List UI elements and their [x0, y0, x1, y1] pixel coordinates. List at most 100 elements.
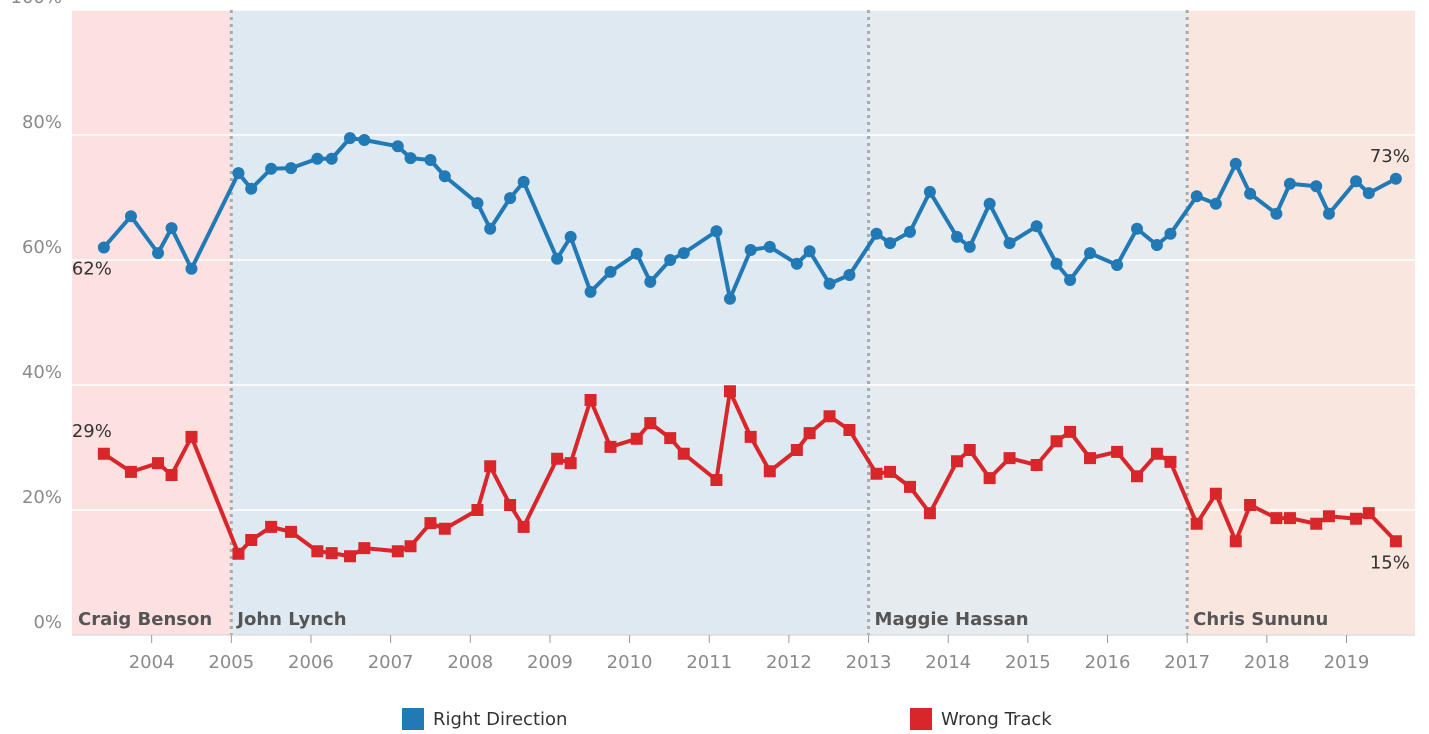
point	[245, 182, 258, 195]
value-label: 15%	[1370, 552, 1410, 573]
point	[404, 152, 417, 165]
governor-band	[1187, 10, 1415, 635]
point	[1362, 187, 1375, 200]
point	[1190, 190, 1203, 203]
point	[1003, 452, 1016, 465]
x-tick-label: 2017	[1164, 652, 1210, 673]
point	[843, 424, 856, 436]
series-line	[102, 136, 1397, 301]
point	[551, 452, 564, 465]
y-tick-label: 80%	[22, 112, 62, 133]
point	[644, 275, 657, 288]
point	[391, 140, 404, 153]
point	[1229, 157, 1242, 170]
x-tick-label: 2005	[208, 652, 254, 673]
point	[265, 162, 278, 175]
point	[564, 457, 577, 470]
point	[1350, 175, 1363, 188]
point	[1310, 180, 1323, 193]
point	[1190, 517, 1203, 530]
point	[843, 269, 856, 281]
point	[325, 152, 338, 165]
point	[870, 227, 883, 240]
point	[630, 432, 643, 445]
x-tick-label: 2016	[1085, 652, 1131, 673]
point	[1229, 535, 1242, 548]
point	[1209, 197, 1222, 210]
point	[1003, 237, 1016, 250]
series-line	[102, 389, 1398, 559]
legend-label: Wrong Track	[941, 709, 1052, 730]
point	[1322, 510, 1335, 523]
point	[1362, 507, 1375, 520]
y-tick-label: 20%	[22, 487, 62, 508]
point	[903, 225, 916, 238]
point	[1150, 447, 1163, 460]
x-tick-label: 2013	[846, 652, 892, 673]
point	[963, 240, 976, 253]
legend-swatch	[402, 708, 424, 730]
point	[903, 480, 916, 493]
point	[1283, 177, 1296, 190]
point	[584, 285, 597, 298]
point	[484, 222, 497, 235]
point	[424, 517, 437, 530]
point	[551, 252, 564, 265]
point	[823, 410, 836, 423]
point	[1389, 172, 1402, 185]
point	[744, 430, 757, 443]
point	[884, 237, 897, 250]
point	[438, 522, 451, 535]
point	[1283, 512, 1296, 525]
point	[245, 534, 258, 546]
point	[152, 457, 165, 470]
x-tick-label: 2015	[1005, 652, 1051, 673]
point	[311, 545, 324, 558]
point	[471, 504, 484, 516]
governor-band	[868, 10, 1188, 635]
point	[1209, 487, 1222, 500]
point	[790, 444, 803, 456]
point	[1350, 512, 1363, 525]
point	[1164, 455, 1177, 468]
x-tick-label: 2004	[129, 652, 175, 673]
x-tick-label: 2014	[925, 652, 971, 673]
point	[604, 265, 617, 278]
point	[343, 132, 356, 145]
point	[343, 550, 356, 563]
point	[923, 185, 936, 198]
point	[424, 154, 437, 166]
point	[471, 197, 484, 210]
x-tick-label: 2012	[766, 652, 812, 673]
y-tick-label: 0%	[33, 612, 62, 633]
y-tick-label: 60%	[22, 237, 62, 258]
point	[664, 432, 677, 445]
point	[803, 427, 816, 440]
point	[1111, 259, 1124, 271]
point	[325, 547, 338, 560]
point	[285, 525, 298, 538]
point	[1030, 220, 1043, 233]
point	[404, 540, 417, 553]
point	[710, 225, 723, 238]
point	[1084, 247, 1097, 260]
value-label: 29%	[72, 421, 112, 442]
point	[285, 162, 298, 175]
point	[1322, 207, 1335, 220]
point	[517, 520, 530, 533]
value-label: 73%	[1370, 146, 1410, 167]
point	[677, 247, 690, 260]
point	[97, 447, 110, 460]
x-tick-label: 2007	[368, 652, 414, 673]
point	[644, 417, 657, 430]
point	[152, 247, 165, 260]
point	[823, 277, 836, 290]
point	[517, 175, 530, 188]
point	[983, 197, 996, 210]
band-label: Craig Benson	[78, 609, 212, 630]
point	[232, 167, 245, 180]
point	[564, 230, 577, 243]
point	[124, 465, 137, 478]
point	[124, 210, 137, 223]
point	[923, 507, 936, 520]
